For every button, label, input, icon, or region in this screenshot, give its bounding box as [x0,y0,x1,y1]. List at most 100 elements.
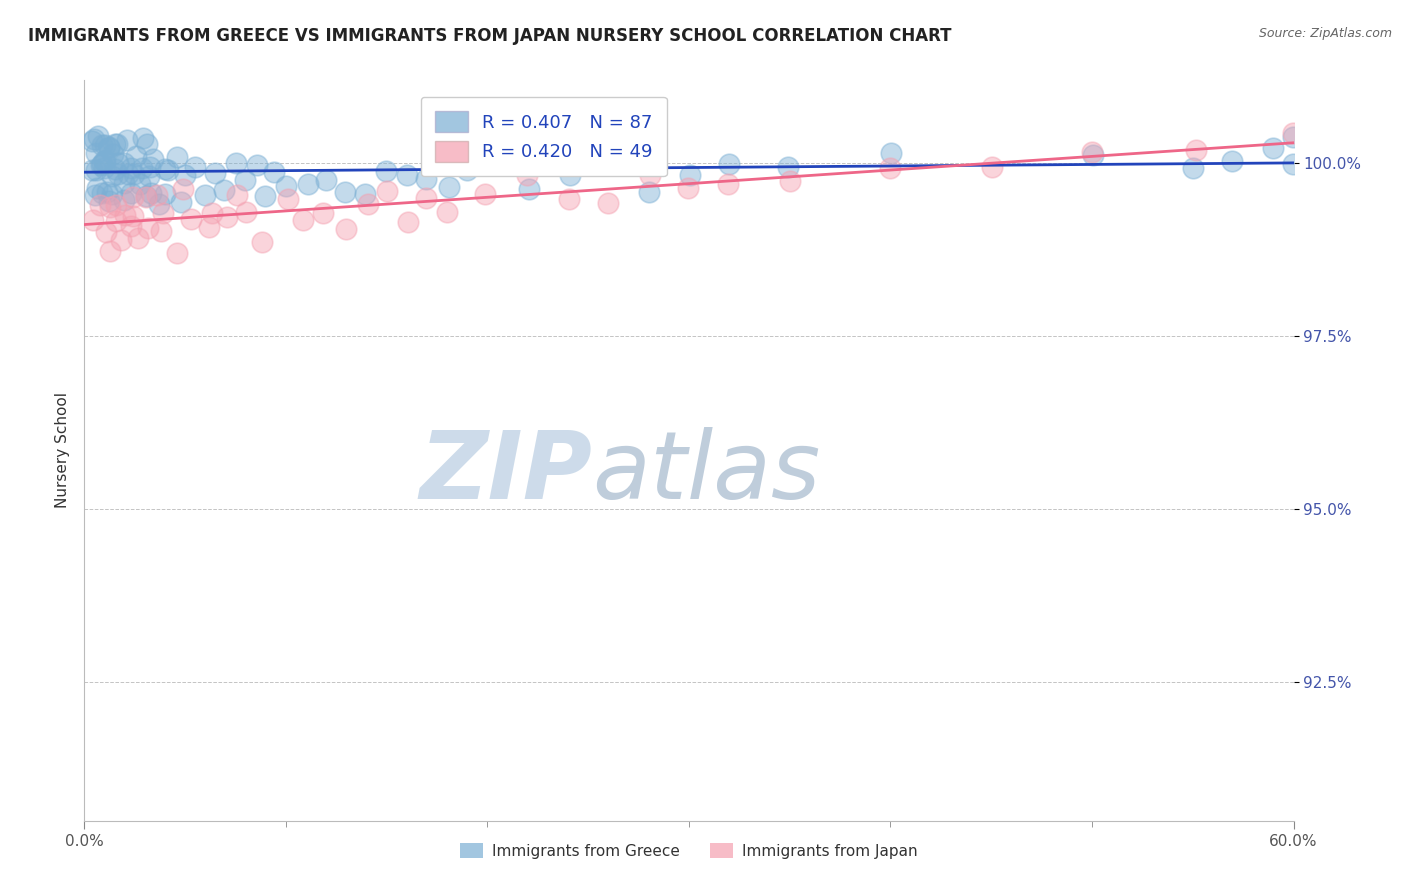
Point [315,173,337,187]
Point [110,233,132,247]
Point [374,164,396,178]
Point [124,149,146,163]
Point [357,197,380,211]
Point [107,156,129,170]
Point [436,205,458,219]
Point [139,160,162,174]
Point [981,160,1004,174]
Point [98,141,121,155]
Point [170,194,193,209]
Point [122,190,145,204]
Point [166,245,188,260]
Point [198,220,221,235]
Point [174,168,197,182]
Y-axis label: Nursery School: Nursery School [55,392,70,508]
Point [155,187,177,202]
Point [1081,145,1104,159]
Point [1182,161,1205,175]
Point [638,186,661,200]
Text: IMMIGRANTS FROM GREECE VS IMMIGRANTS FROM JAPAN NURSERY SCHOOL CORRELATION CHART: IMMIGRANTS FROM GREECE VS IMMIGRANTS FRO… [28,27,952,45]
Point [676,181,699,195]
Point [456,163,478,178]
Point [131,131,153,145]
Point [254,188,277,202]
Point [112,194,135,208]
Point [105,137,128,152]
Point [274,178,297,193]
Point [115,133,138,147]
Point [558,168,581,182]
Point [215,210,238,224]
Point [225,156,247,170]
Point [204,166,226,180]
Point [101,169,124,184]
Point [1282,126,1305,140]
Point [104,136,127,151]
Point [1282,157,1305,171]
Point [235,173,257,187]
Point [84,145,107,160]
Point [98,200,121,214]
Point [80,134,103,148]
Point [150,223,173,237]
Point [89,198,111,212]
Point [477,158,499,172]
Point [142,153,165,167]
Point [638,168,661,182]
Point [335,185,357,199]
Legend: Immigrants from Greece, Immigrants from Japan: Immigrants from Greece, Immigrants from … [454,837,924,865]
Point [90,158,112,172]
Point [101,146,124,161]
Point [104,198,127,212]
Point [135,137,157,152]
Point [120,161,142,175]
Point [136,221,159,235]
Point [157,162,180,177]
Point [120,219,142,233]
Point [146,187,169,202]
Point [596,196,619,211]
Point [96,185,118,199]
Point [226,188,249,202]
Point [598,153,620,167]
Point [122,209,145,223]
Point [375,184,398,198]
Text: atlas: atlas [592,427,821,518]
Point [155,162,177,177]
Point [277,192,299,206]
Point [83,187,105,202]
Point [112,176,135,190]
Point [97,140,120,154]
Point [93,154,115,169]
Text: ZIP: ZIP [419,426,592,518]
Point [138,169,160,183]
Point [87,129,110,144]
Point [86,163,108,178]
Point [1263,141,1285,155]
Point [94,138,117,153]
Point [173,182,195,196]
Point [1282,130,1305,145]
Point [246,158,269,172]
Point [83,132,105,146]
Point [235,205,257,219]
Point [104,213,127,227]
Point [129,178,152,192]
Point [103,161,125,176]
Point [152,205,174,219]
Point [212,183,235,197]
Point [120,186,142,201]
Point [94,154,117,169]
Point [97,194,120,208]
Point [312,206,335,220]
Point [96,225,118,239]
Point [82,213,104,227]
Text: Source: ZipAtlas.com: Source: ZipAtlas.com [1258,27,1392,40]
Point [98,244,121,259]
Point [141,186,163,200]
Point [263,165,285,179]
Point [101,186,124,201]
Point [135,190,157,204]
Point [148,196,170,211]
Point [90,156,112,170]
